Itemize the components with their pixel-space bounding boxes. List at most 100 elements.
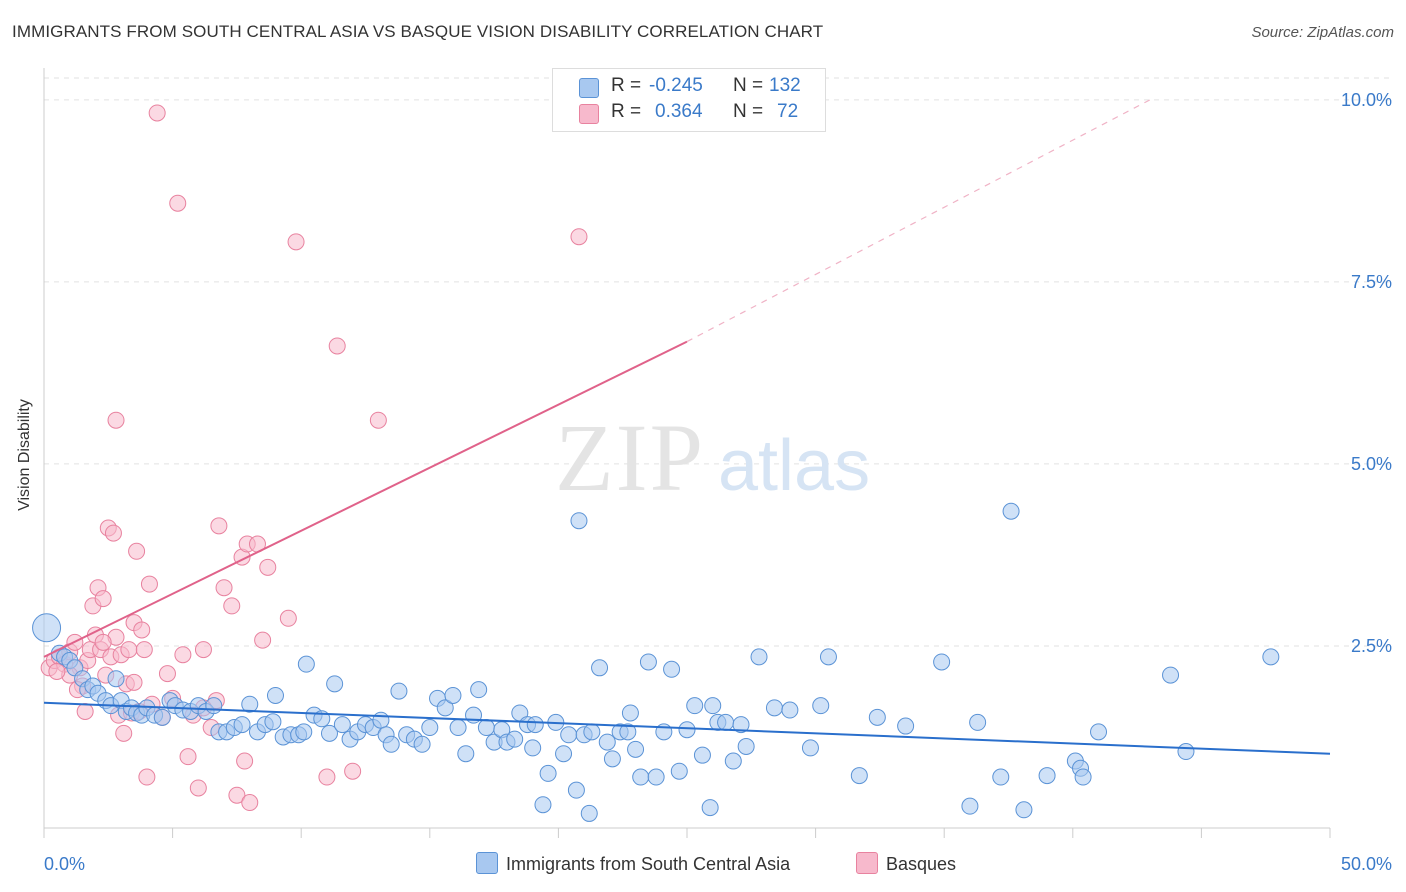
basques-point: [128, 542, 146, 560]
x-tick-label: 50.0%: [1341, 854, 1392, 874]
south-central-asia-point: [1015, 801, 1033, 819]
basques-point: [104, 524, 122, 542]
basques-point: [279, 609, 297, 627]
bottom-legend-series2: Basques: [856, 852, 956, 875]
basques-point: [287, 233, 305, 251]
basques-point: [228, 786, 246, 804]
south-central-asia-point: [639, 653, 657, 671]
south-central-asia-point: [933, 653, 951, 671]
south-central-asia-point: [647, 768, 665, 786]
correlation-legend: R = -0.245 N = 132 R = 0.364 N = 72: [552, 68, 826, 132]
south-central-asia-point: [897, 717, 915, 735]
basques-point: [94, 633, 112, 651]
south-central-asia-point: [621, 704, 639, 722]
south-central-asia-point: [524, 739, 542, 757]
south-central-asia-point: [801, 739, 819, 757]
basques-points: [40, 104, 588, 812]
south-central-asia-points: [32, 502, 1280, 822]
south-central-asia-point: [580, 804, 598, 822]
basques-point: [140, 575, 158, 593]
south-central-asia-point: [693, 746, 711, 764]
south-central-asia-point: [717, 713, 735, 731]
basques-point: [223, 597, 241, 615]
trend-line-basques-extension: [686, 99, 1151, 343]
south-central-asia-point: [320, 724, 338, 742]
bottom-legend-series1: Immigrants from South Central Asia: [476, 852, 790, 875]
south-central-asia-point: [1038, 767, 1056, 785]
south-central-asia-point: [477, 719, 495, 737]
legend-r-label: R =: [611, 75, 642, 96]
south-central-asia-point: [413, 735, 431, 753]
basques-point: [194, 641, 212, 659]
y-tick-label: 5.0%: [1351, 454, 1392, 474]
south-central-asia-point: [732, 716, 750, 734]
basques-point: [179, 748, 197, 766]
south-central-asia-point: [1262, 648, 1280, 666]
bottom-legend-swatch-blue: [476, 852, 498, 874]
watermark-atlas: atlas: [718, 426, 870, 506]
basques-point: [120, 641, 138, 659]
basques-point: [254, 631, 272, 649]
south-central-asia-point: [205, 697, 223, 715]
basques-point: [76, 702, 94, 720]
legend-r-value: -0.245: [649, 75, 703, 96]
basques-point: [236, 752, 254, 770]
basques-point: [169, 194, 187, 212]
south-central-asia-point: [32, 613, 62, 643]
bottom-legend-swatch-pink: [856, 852, 878, 874]
watermark-zip: ZIP: [555, 404, 705, 511]
south-central-asia-point: [686, 697, 704, 715]
south-central-asia-point: [570, 512, 588, 530]
basques-point: [135, 641, 153, 659]
basques-point: [241, 794, 259, 812]
south-central-asia-point: [326, 675, 344, 693]
y-tick-label: 10.0%: [1341, 90, 1392, 110]
basques-point: [174, 646, 192, 664]
tick-labels: 2.5% 5.0% 7.5% 10.0% 0.0% 50.0%: [44, 90, 1392, 874]
south-central-asia-point: [390, 682, 408, 700]
basques-point: [125, 673, 143, 691]
basques-point: [148, 104, 166, 122]
south-central-asia-point: [534, 796, 552, 814]
basques-point: [158, 665, 176, 683]
basques-point: [210, 517, 228, 535]
south-central-asia-point: [619, 723, 637, 741]
legend-n-value: 72: [777, 101, 799, 122]
south-central-asia-point: [1090, 723, 1108, 741]
south-central-asia-point: [297, 655, 315, 673]
south-central-asia-point: [603, 750, 621, 768]
south-central-asia-point: [539, 764, 557, 782]
south-central-asia-point: [421, 719, 439, 737]
legend-n-label: N =: [733, 75, 764, 96]
south-central-asia-point: [969, 713, 987, 731]
south-central-asia-point: [750, 648, 768, 666]
south-central-asia-point: [663, 660, 681, 678]
south-central-asia-point: [560, 726, 578, 744]
bottom-legend-label-series2: Basques: [886, 854, 957, 874]
south-central-asia-point: [961, 797, 979, 815]
axes: [43, 68, 1331, 838]
basques-point: [133, 621, 151, 639]
south-central-asia-point: [992, 768, 1010, 786]
legend-r-label: R =: [611, 101, 642, 122]
south-central-asia-point: [295, 723, 313, 741]
south-central-asia-point: [701, 799, 719, 817]
y-tick-label: 2.5%: [1351, 636, 1392, 656]
trend-lines: [43, 99, 1331, 755]
south-central-asia-point: [598, 733, 616, 751]
south-central-asia-point: [704, 697, 722, 715]
south-central-asia-point: [868, 708, 886, 726]
trend-line-basques: [43, 340, 688, 658]
basques-point: [94, 590, 112, 608]
trend-line-south-central-asia: [43, 701, 1331, 755]
south-central-asia-point: [436, 699, 454, 717]
basques-point: [138, 768, 156, 786]
basques-point: [328, 337, 346, 355]
south-central-asia-point: [526, 716, 544, 734]
basques-point: [344, 762, 362, 780]
basques-point: [115, 724, 133, 742]
south-central-asia-point: [765, 699, 783, 717]
south-central-asia-point: [372, 711, 390, 729]
chart-title: IMMIGRANTS FROM SOUTH CENTRAL ASIA VS BA…: [12, 22, 824, 41]
south-central-asia-point: [583, 723, 601, 741]
